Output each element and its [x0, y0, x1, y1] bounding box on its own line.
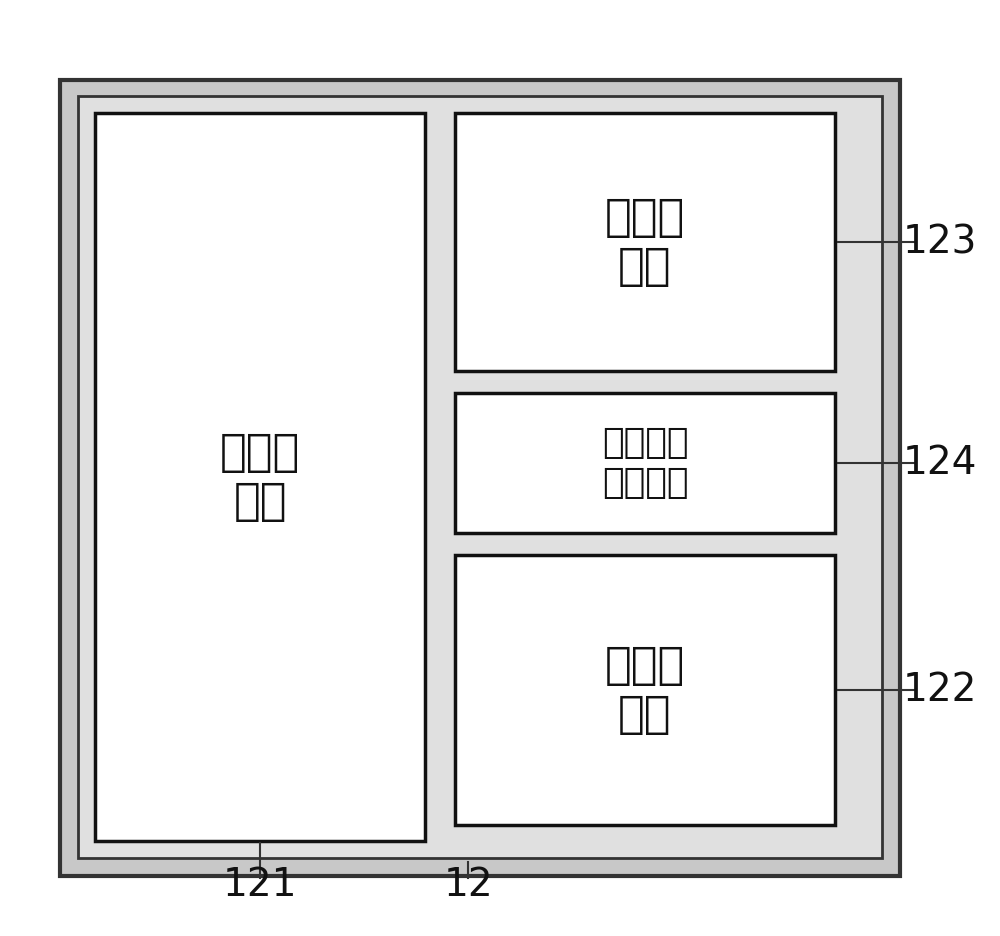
- Text: 12: 12: [443, 866, 493, 904]
- Text: 124: 124: [903, 444, 977, 482]
- Text: 第三子
像素: 第三子 像素: [605, 196, 685, 288]
- Bar: [60, 80, 900, 876]
- Text: 第一子
像素: 第一子 像素: [220, 431, 300, 523]
- Bar: [455, 555, 835, 825]
- Text: 121: 121: [223, 866, 297, 904]
- Text: 122: 122: [903, 671, 977, 709]
- Text: 近红外接
收子像素: 近红外接 收子像素: [602, 426, 688, 500]
- Bar: [95, 113, 425, 841]
- Bar: [78, 96, 882, 858]
- Bar: [455, 113, 835, 371]
- Text: 123: 123: [903, 223, 977, 261]
- Bar: [455, 393, 835, 533]
- Text: 第二子
像素: 第二子 像素: [605, 644, 685, 737]
